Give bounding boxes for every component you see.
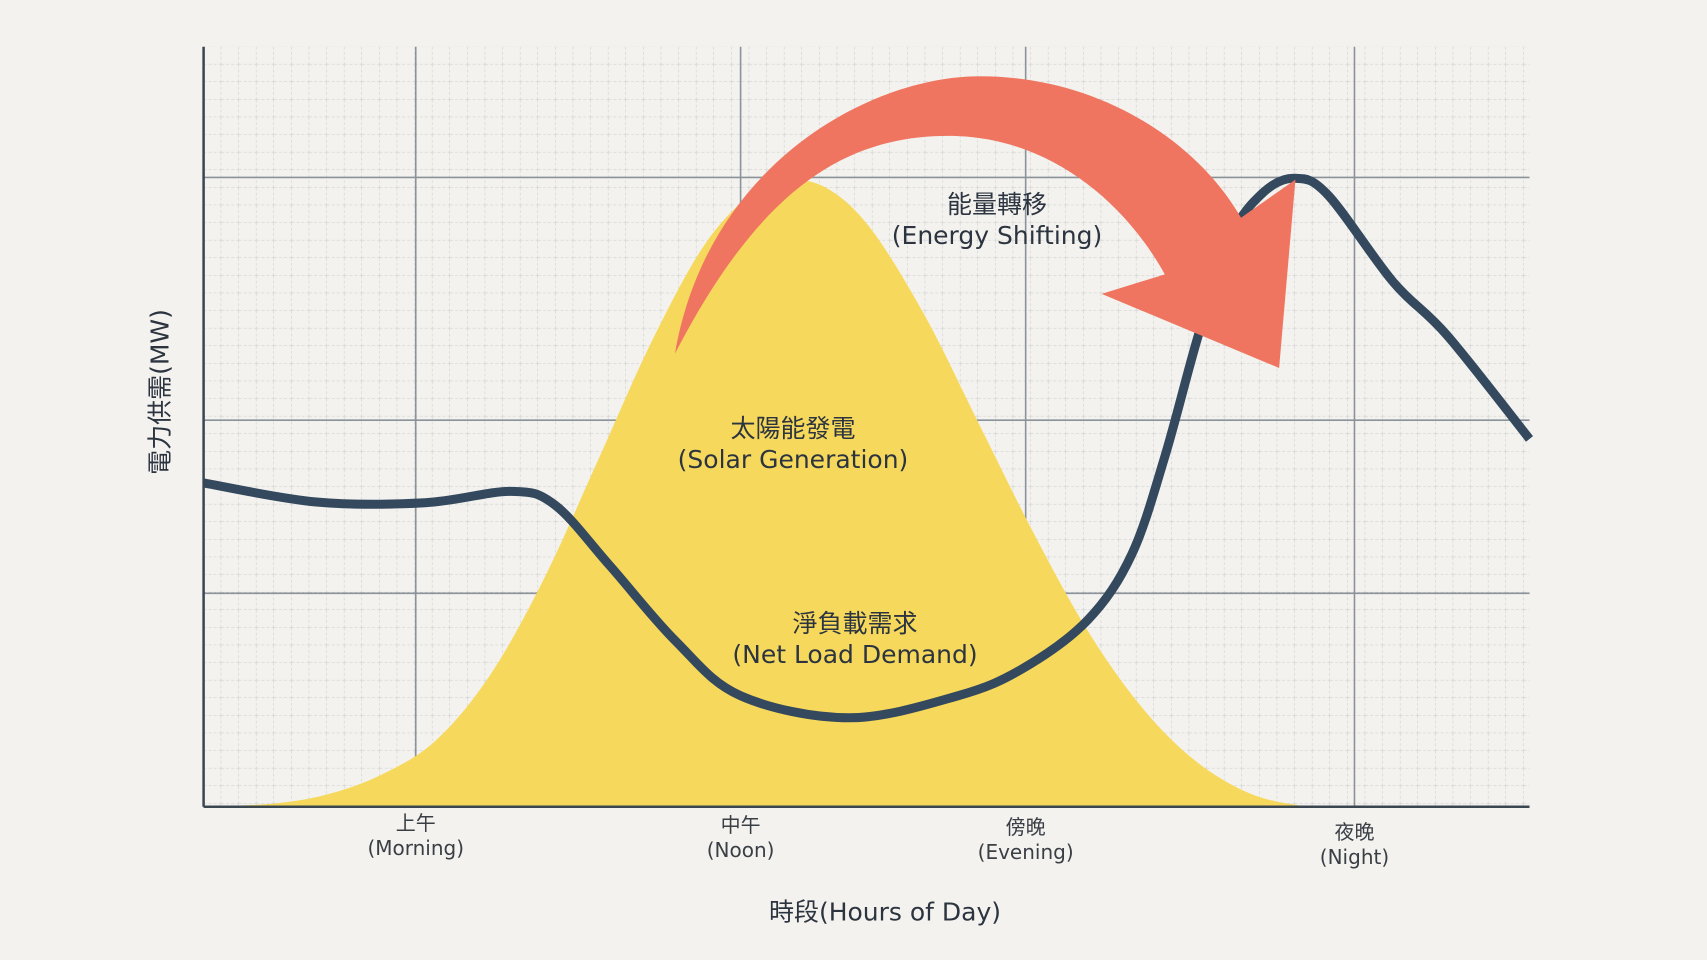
x-axis-title: 時段(Hours of Day) <box>768 897 1002 927</box>
arrow <box>674 76 1296 368</box>
annotation: 能量轉移 (Energy Shifting) <box>891 189 1103 250</box>
net-load-line <box>202 173 1534 723</box>
series-label: 太陽能發電 (Solar Generation) <box>677 413 909 474</box>
x-tick-label: 中午 (Noon) <box>706 813 775 862</box>
energy-shift-arrow <box>674 76 1296 368</box>
solar-area <box>203 177 1307 807</box>
x-tick-label: 傍晚 (Evening) <box>977 815 1074 864</box>
x-tick-label: 夜晚 (Night) <box>1319 820 1390 869</box>
x-tick-label: 上午 (Morning) <box>367 811 465 860</box>
marks <box>202 173 1534 807</box>
series-label: 淨負載需求 (Net Load Demand) <box>732 608 978 669</box>
y-axis-title: 電力供需(MW) <box>145 309 175 475</box>
